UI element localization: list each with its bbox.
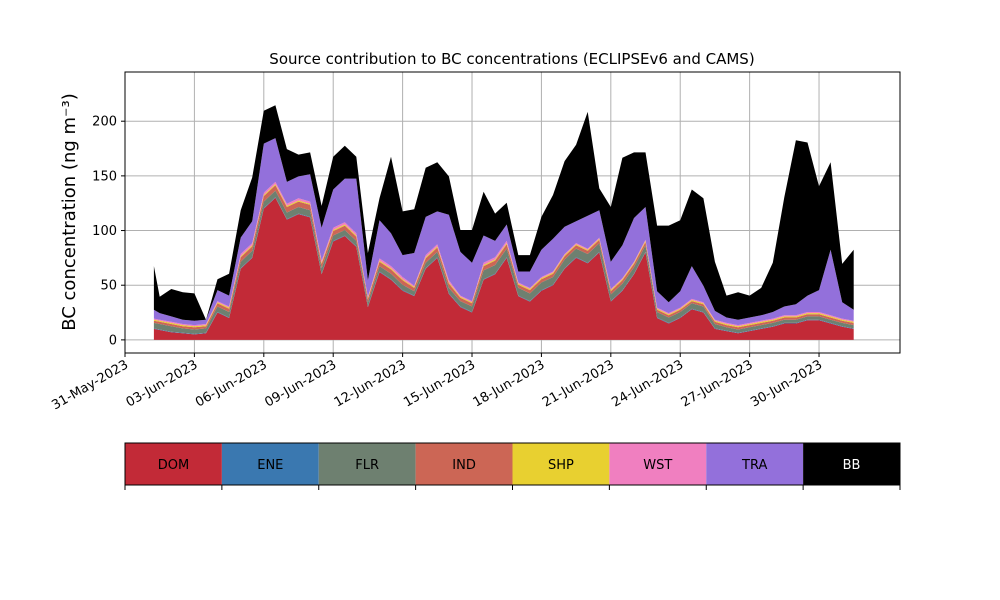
legend-label-flr: FLR	[355, 458, 379, 473]
x-tick-label: 27-Jun-2023	[679, 357, 756, 410]
x-tick-label: 30-Jun-2023	[748, 357, 825, 410]
legend-label-dom: DOM	[158, 458, 189, 473]
area-series-tra	[153, 138, 854, 326]
area-series-bb	[153, 105, 854, 321]
legend-swatch-bb	[803, 443, 900, 485]
legend-label-bb: BB	[843, 458, 861, 473]
y-tick-label: 0	[109, 333, 117, 348]
legend-swatch-ene	[221, 443, 319, 485]
y-tick-label: 100	[92, 224, 117, 239]
legend-colorbar: DOM ENE FLR IND SHP WST TRA BB	[124, 442, 901, 490]
x-tick-label: 15-Jun-2023	[401, 357, 478, 410]
legend-swatch-flr	[318, 443, 416, 485]
legend-label-tra: TRA	[741, 458, 767, 473]
area-series-dom	[153, 197, 854, 340]
x-tick-label: 21-Jun-2023	[540, 357, 617, 410]
plot-frame	[124, 71, 901, 354]
y-axis-label: BC concentration (ng m⁻³)	[59, 93, 80, 331]
x-tick-label: 12-Jun-2023	[332, 357, 409, 410]
x-tick-label: 09-Jun-2023	[262, 357, 339, 410]
y-tick-label: 200	[92, 115, 117, 130]
x-tick-label: 24-Jun-2023	[609, 357, 686, 410]
y-tick-label: 50	[100, 279, 117, 294]
legend-swatch-wst	[609, 443, 707, 485]
legend-label-wst: WST	[643, 458, 672, 473]
legend-label-ind: IND	[452, 458, 476, 473]
plot-area: 0 50 100 150 200 31-May-202303-Jun-202306-Ju…	[49, 71, 901, 413]
legend-label-ene: ENE	[257, 458, 283, 473]
legend-swatch-shp	[512, 443, 610, 485]
legend-swatch-ind	[415, 443, 513, 485]
x-axis-ticks: 31-May-202303-Jun-202306-Jun-202309-Jun-…	[49, 353, 825, 413]
x-tick-label: 06-Jun-2023	[193, 357, 270, 410]
x-tick-label: 18-Jun-2023	[471, 357, 548, 410]
x-tick-label: 31-May-2023	[49, 357, 131, 413]
y-axis-ticks: 0 50 100 150 200	[92, 115, 125, 348]
chart-title: Source contribution to BC concentrations…	[269, 50, 754, 68]
legend-label-shp: SHP	[548, 458, 574, 473]
y-tick-label: 150	[92, 169, 117, 184]
stacked-areas	[153, 105, 854, 340]
legend-swatch-dom	[125, 443, 222, 485]
x-tick-label: 03-Jun-2023	[124, 357, 201, 410]
legend-swatch-tra	[706, 443, 804, 485]
